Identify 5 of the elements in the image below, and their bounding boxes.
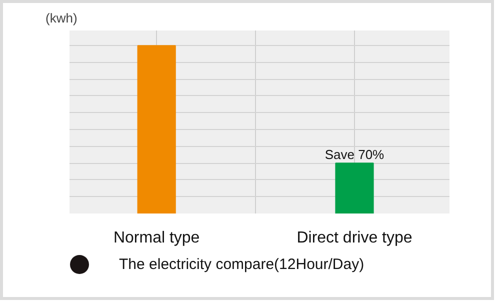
annotation: Save 70%	[324, 147, 385, 162]
text: The electricity compare(12Hour/Day)	[119, 255, 364, 275]
x-tick-label: Direct drive type	[296, 230, 412, 246]
x-tick-label: Normal type	[113, 230, 200, 246]
y-axis-title: (kwh)	[46, 10, 78, 26]
